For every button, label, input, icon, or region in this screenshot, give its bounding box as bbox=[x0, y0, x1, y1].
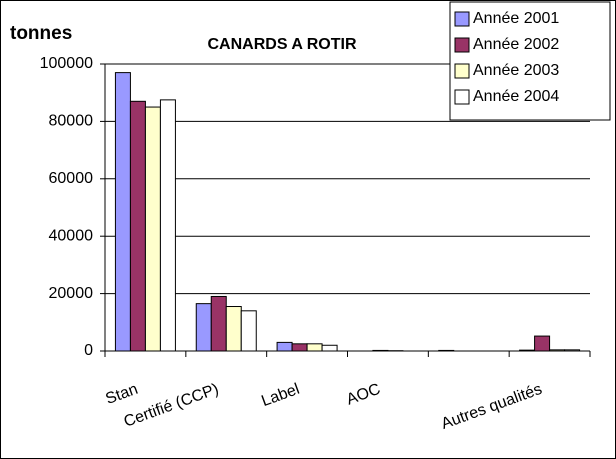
bar bbox=[321, 344, 338, 352]
legend-swatch bbox=[454, 89, 470, 105]
bar bbox=[144, 106, 161, 352]
y-axis-label: tonnes bbox=[10, 23, 72, 44]
bar bbox=[534, 335, 551, 352]
bar bbox=[225, 306, 242, 352]
bar bbox=[240, 310, 257, 352]
y-tick-label: 40000 bbox=[49, 227, 94, 244]
bar bbox=[195, 303, 212, 352]
bar bbox=[291, 343, 308, 352]
chart-title: CANARDS A ROTIR bbox=[207, 36, 356, 53]
legend-label: Année 2001 bbox=[473, 10, 559, 27]
legend-swatch bbox=[454, 37, 470, 53]
legend-label: Année 2002 bbox=[473, 36, 559, 53]
legend-label: Année 2004 bbox=[473, 88, 559, 105]
bar bbox=[159, 99, 176, 352]
bar bbox=[306, 343, 323, 352]
bar bbox=[114, 72, 131, 352]
y-tick-label: 0 bbox=[84, 342, 93, 359]
bar bbox=[210, 295, 227, 352]
y-tick-label: 60000 bbox=[49, 170, 94, 187]
legend-swatch bbox=[454, 63, 470, 79]
legend-box bbox=[449, 1, 611, 121]
y-tick-label: 20000 bbox=[49, 285, 94, 302]
bar bbox=[129, 100, 146, 352]
y-tick-label: 100000 bbox=[40, 55, 93, 72]
legend-label: Année 2003 bbox=[473, 62, 559, 79]
y-tick-label: 80000 bbox=[49, 113, 94, 130]
legend-swatch bbox=[454, 11, 470, 27]
bar bbox=[276, 341, 293, 352]
